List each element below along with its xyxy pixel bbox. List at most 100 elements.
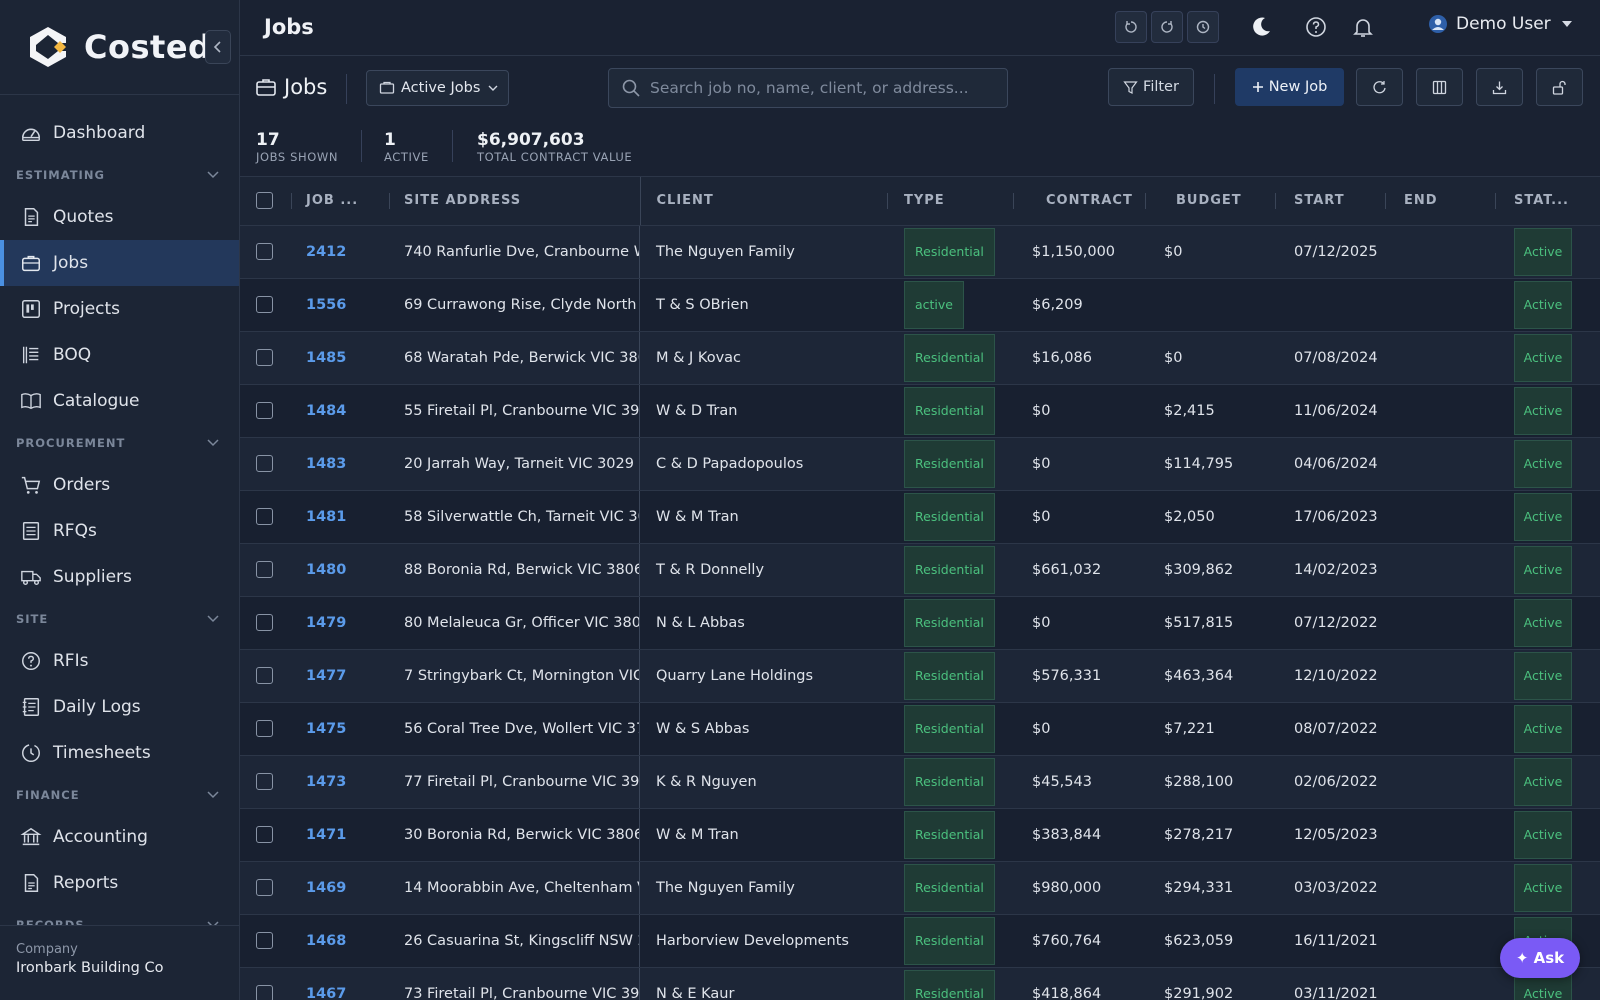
- job-number-link[interactable]: 1484: [306, 402, 347, 419]
- col-header-status[interactable]: STAT...: [1496, 177, 1600, 226]
- filter-button[interactable]: Filter: [1108, 68, 1194, 106]
- row-checkbox[interactable]: [256, 879, 273, 896]
- sidebar-item-suppliers[interactable]: Suppliers: [0, 554, 239, 600]
- sidebar-item-rfqs[interactable]: RFQs: [0, 508, 239, 554]
- col-header-site-address[interactable]: SITE ADDRESS: [390, 177, 640, 226]
- lock-button[interactable]: [1536, 68, 1583, 106]
- row-checkbox[interactable]: [256, 773, 273, 790]
- table-row[interactable]: 1483 20 Jarrah Way, Tarneit VIC 3029 C & D…: [240, 437, 1600, 491]
- stat-value: $6,907,603: [477, 130, 585, 150]
- export-button[interactable]: [1476, 68, 1523, 106]
- col-header-job[interactable]: JOB ...: [292, 177, 390, 226]
- job-number-link[interactable]: 1475: [306, 720, 347, 737]
- undo-button[interactable]: [1115, 11, 1147, 43]
- col-header-end[interactable]: END: [1386, 177, 1496, 226]
- row-checkbox[interactable]: [256, 508, 273, 525]
- job-number-link[interactable]: 1556: [306, 296, 347, 313]
- redo-button[interactable]: [1151, 11, 1183, 43]
- table-row[interactable]: 1468 26 Casuarina St, Kingscliff NSW 2 Har…: [240, 914, 1600, 968]
- row-checkbox[interactable]: [256, 667, 273, 684]
- table-row[interactable]: 1467 73 Firetail Pl, Cranbourne VIC 397 N …: [240, 967, 1600, 1000]
- sidebar-item-accounting[interactable]: Accounting: [0, 814, 239, 860]
- sidebar-item-catalogue[interactable]: Catalogue: [0, 378, 239, 424]
- select-all-checkbox[interactable]: [256, 192, 273, 210]
- sidebar-item-rfis[interactable]: RFIs: [0, 638, 239, 684]
- job-number-link[interactable]: 1473: [306, 773, 347, 790]
- row-checkbox[interactable]: [256, 614, 273, 631]
- unlock-icon: [1552, 80, 1566, 95]
- table-row[interactable]: 1484 55 Firetail Pl, Cranbourne VIC 397 W …: [240, 384, 1600, 438]
- table-row[interactable]: 1473 77 Firetail Pl, Cranbourne VIC 397 K …: [240, 755, 1600, 809]
- row-checkbox[interactable]: [256, 243, 273, 260]
- sidebar-item-jobs[interactable]: Jobs: [0, 240, 239, 286]
- section-estimating[interactable]: ESTIMATING: [0, 156, 239, 194]
- job-number-link[interactable]: 1485: [306, 349, 347, 366]
- row-checkbox[interactable]: [256, 826, 273, 843]
- search-input[interactable]: [650, 79, 1000, 97]
- sidebar-item-boq[interactable]: BOQ: [0, 332, 239, 378]
- section-finance[interactable]: FINANCE: [0, 776, 239, 814]
- new-job-button[interactable]: New Job: [1235, 68, 1344, 106]
- history-button[interactable]: [1187, 11, 1219, 43]
- section-procurement[interactable]: PROCUREMENT: [0, 424, 239, 462]
- collapse-sidebar-button[interactable]: [205, 30, 231, 64]
- job-number-link[interactable]: 1477: [306, 667, 347, 684]
- columns-button[interactable]: [1416, 68, 1463, 106]
- user-menu[interactable]: Demo User: [1428, 14, 1572, 34]
- section-site[interactable]: SITE: [0, 600, 239, 638]
- row-checkbox[interactable]: [256, 932, 273, 949]
- row-checkbox[interactable]: [256, 720, 273, 737]
- sidebar-item-quotes[interactable]: Quotes: [0, 194, 239, 240]
- table-row[interactable]: 1480 88 Boronia Rd, Berwick VIC 3806 T & R…: [240, 543, 1600, 597]
- client-name: W & D Tran: [656, 402, 738, 419]
- job-number-link[interactable]: 1483: [306, 455, 347, 472]
- table-row[interactable]: 1477 7 Stringybark Ct, Mornington VIC Quar…: [240, 649, 1600, 703]
- col-header-start[interactable]: START: [1276, 177, 1386, 226]
- table-row[interactable]: 1475 56 Coral Tree Dve, Wollert VIC 37 W &…: [240, 702, 1600, 756]
- col-header-budget[interactable]: BUDGET: [1146, 177, 1276, 226]
- job-number-link[interactable]: 1479: [306, 614, 347, 631]
- sidebar-item-timesheets[interactable]: Timesheets: [0, 730, 239, 776]
- row-checkbox[interactable]: [256, 455, 273, 472]
- job-number-link[interactable]: 1471: [306, 826, 347, 843]
- refresh-button[interactable]: [1356, 68, 1403, 106]
- site-address: 30 Boronia Rd, Berwick VIC 3806: [390, 808, 640, 860]
- ask-assistant-button[interactable]: ✦ Ask: [1500, 938, 1580, 978]
- sidebar-item-projects[interactable]: Projects: [0, 286, 239, 332]
- job-number-link[interactable]: 1467: [306, 985, 347, 1000]
- row-checkbox[interactable]: [256, 985, 273, 1000]
- sidebar-item-daily-logs[interactable]: Daily Logs: [0, 684, 239, 730]
- job-number-link[interactable]: 2412: [306, 243, 347, 260]
- sidebar-item-orders[interactable]: Orders: [0, 462, 239, 508]
- contract-value: $0: [1032, 508, 1051, 525]
- sidebar-item-reports[interactable]: Reports: [0, 860, 239, 906]
- row-checkbox[interactable]: [256, 561, 273, 578]
- job-number-link[interactable]: 1469: [306, 879, 347, 896]
- theme-toggle-button[interactable]: [1248, 14, 1274, 40]
- table-row[interactable]: 1556 69 Currawong Rise, Clyde North V T & …: [240, 278, 1600, 332]
- row-checkbox[interactable]: [256, 349, 273, 366]
- job-number-link[interactable]: 1468: [306, 932, 347, 949]
- table-row[interactable]: 1479 80 Melaleuca Gr, Officer VIC 3809 N &…: [240, 596, 1600, 650]
- table-row[interactable]: 1471 30 Boronia Rd, Berwick VIC 3806 W & M…: [240, 808, 1600, 862]
- job-cell: 1473: [292, 755, 390, 809]
- col-header-contract[interactable]: CONTRACT: [1014, 177, 1146, 226]
- status-badge: Active: [1514, 863, 1572, 912]
- row-checkbox[interactable]: [256, 402, 273, 419]
- table-row[interactable]: 1481 58 Silverwattle Ch, Tarneit VIC 30 W …: [240, 490, 1600, 544]
- help-button[interactable]: [1303, 14, 1329, 40]
- status-badge: Active: [1514, 386, 1572, 435]
- sidebar-item-dashboard[interactable]: Dashboard: [0, 110, 239, 156]
- col-header-client[interactable]: CLIENT: [639, 177, 888, 226]
- table-row[interactable]: 1485 68 Waratah Pde, Berwick VIC 380 M & J…: [240, 331, 1600, 385]
- start-cell: 07/12/2025: [1276, 225, 1386, 279]
- table-row[interactable]: 2412 740 Ranfurlie Dve, Cranbourne W The N…: [240, 225, 1600, 279]
- notifications-button[interactable]: [1350, 14, 1376, 40]
- col-header-type[interactable]: TYPE: [888, 177, 1014, 226]
- job-number-link[interactable]: 1480: [306, 561, 347, 578]
- table-row[interactable]: 1469 14 Moorabbin Ave, Cheltenham V The Ng…: [240, 861, 1600, 915]
- company-switcher[interactable]: Company Ironbark Building Co: [0, 925, 239, 1000]
- row-checkbox[interactable]: [256, 296, 273, 313]
- job-number-link[interactable]: 1481: [306, 508, 347, 525]
- view-select[interactable]: Active Jobs: [366, 70, 509, 106]
